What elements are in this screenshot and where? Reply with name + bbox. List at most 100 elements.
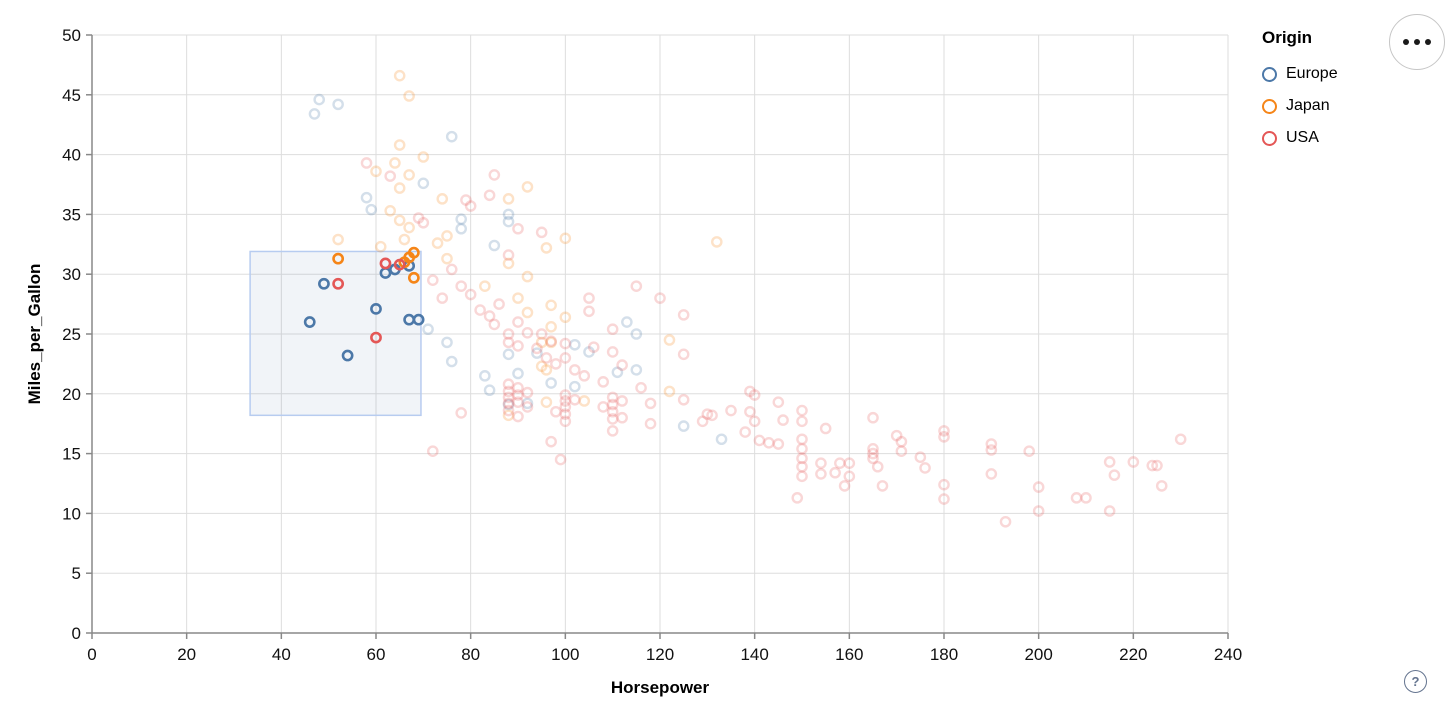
- selected-point-usa[interactable]: [370, 331, 382, 344]
- point-usa[interactable]: [569, 364, 581, 376]
- point-usa[interactable]: [838, 480, 851, 492]
- point-usa[interactable]: [583, 305, 595, 318]
- point-usa[interactable]: [895, 445, 908, 458]
- selected-point-europe[interactable]: [303, 316, 316, 328]
- point-usa[interactable]: [1103, 456, 1116, 468]
- point-usa[interactable]: [677, 309, 690, 321]
- selected-point-usa[interactable]: [332, 277, 345, 290]
- point-japan[interactable]: [436, 193, 449, 205]
- point-japan[interactable]: [332, 233, 344, 246]
- point-usa[interactable]: [895, 435, 908, 448]
- point-europe[interactable]: [621, 316, 633, 328]
- point-europe[interactable]: [332, 98, 344, 111]
- point-usa[interactable]: [890, 429, 903, 442]
- point-usa[interactable]: [554, 453, 567, 466]
- point-usa[interactable]: [412, 212, 425, 224]
- legend-item-usa[interactable]: USA: [1262, 122, 1338, 154]
- point-japan[interactable]: [441, 230, 453, 242]
- point-usa[interactable]: [512, 382, 524, 394]
- selected-point-usa[interactable]: [379, 257, 392, 270]
- point-japan[interactable]: [545, 299, 557, 312]
- point-europe[interactable]: [715, 433, 728, 446]
- point-usa[interactable]: [1070, 492, 1083, 504]
- point-usa[interactable]: [488, 318, 501, 331]
- point-usa[interactable]: [464, 288, 477, 301]
- point-usa[interactable]: [455, 407, 468, 419]
- point-europe[interactable]: [611, 366, 624, 379]
- point-usa[interactable]: [512, 389, 524, 401]
- point-europe[interactable]: [521, 397, 534, 410]
- point-usa[interactable]: [985, 468, 998, 480]
- point-japan[interactable]: [540, 242, 553, 254]
- point-usa[interactable]: [772, 438, 785, 450]
- point-japan[interactable]: [417, 151, 430, 163]
- point-usa[interactable]: [630, 280, 643, 292]
- point-japan[interactable]: [545, 321, 557, 333]
- point-usa[interactable]: [791, 492, 804, 504]
- point-usa[interactable]: [796, 404, 808, 417]
- point-usa[interactable]: [550, 358, 562, 370]
- point-japan[interactable]: [578, 395, 591, 407]
- point-japan[interactable]: [393, 69, 406, 82]
- point-usa[interactable]: [677, 348, 690, 361]
- point-japan[interactable]: [512, 292, 524, 304]
- point-usa[interactable]: [502, 249, 515, 261]
- point-japan[interactable]: [403, 169, 415, 181]
- point-usa[interactable]: [1146, 459, 1159, 472]
- point-usa[interactable]: [1023, 445, 1035, 458]
- point-usa[interactable]: [744, 405, 756, 418]
- point-europe[interactable]: [545, 377, 557, 389]
- point-usa[interactable]: [488, 169, 501, 181]
- point-usa[interactable]: [545, 435, 557, 448]
- point-europe[interactable]: [445, 355, 458, 368]
- point-usa[interactable]: [843, 470, 856, 483]
- point-japan[interactable]: [663, 334, 676, 346]
- point-usa[interactable]: [445, 263, 458, 276]
- point-usa[interactable]: [876, 480, 889, 492]
- point-usa[interactable]: [867, 447, 879, 460]
- point-japan[interactable]: [545, 336, 557, 349]
- point-japan[interactable]: [502, 409, 515, 422]
- point-europe[interactable]: [502, 348, 515, 361]
- chart-actions-menu-button[interactable]: [1389, 14, 1445, 70]
- point-japan[interactable]: [441, 252, 453, 265]
- point-europe[interactable]: [583, 346, 595, 358]
- point-usa[interactable]: [559, 337, 572, 350]
- point-usa[interactable]: [796, 415, 808, 428]
- point-japan[interactable]: [403, 221, 415, 234]
- point-usa[interactable]: [502, 378, 515, 391]
- point-usa[interactable]: [502, 328, 515, 340]
- point-usa[interactable]: [474, 304, 486, 316]
- point-japan[interactable]: [502, 193, 515, 205]
- legend-item-europe[interactable]: Europe: [1262, 58, 1338, 90]
- selected-point-japan[interactable]: [407, 271, 420, 284]
- selected-point-europe[interactable]: [341, 349, 354, 362]
- point-usa[interactable]: [871, 460, 884, 473]
- point-usa[interactable]: [843, 457, 856, 469]
- point-japan[interactable]: [393, 139, 406, 151]
- point-usa[interactable]: [815, 468, 827, 480]
- point-japan[interactable]: [374, 240, 387, 253]
- point-usa[interactable]: [1032, 481, 1045, 493]
- point-usa[interactable]: [531, 342, 543, 355]
- point-europe[interactable]: [308, 108, 321, 120]
- point-usa[interactable]: [644, 417, 657, 430]
- point-usa[interactable]: [744, 385, 756, 398]
- point-usa[interactable]: [606, 413, 619, 425]
- point-usa[interactable]: [583, 292, 595, 304]
- point-europe[interactable]: [483, 384, 496, 397]
- selected-point-europe[interactable]: [370, 302, 382, 315]
- point-europe[interactable]: [422, 323, 434, 336]
- point-usa[interactable]: [677, 393, 690, 406]
- point-japan[interactable]: [535, 360, 548, 373]
- point-usa[interactable]: [867, 452, 879, 465]
- point-usa[interactable]: [938, 431, 950, 443]
- point-usa[interactable]: [360, 157, 373, 169]
- point-usa[interactable]: [739, 426, 752, 438]
- selected-point-usa[interactable]: [393, 258, 406, 271]
- point-usa[interactable]: [521, 401, 534, 413]
- point-japan[interactable]: [384, 205, 397, 217]
- point-usa[interactable]: [985, 444, 998, 456]
- point-usa[interactable]: [559, 352, 572, 364]
- point-usa[interactable]: [512, 316, 524, 328]
